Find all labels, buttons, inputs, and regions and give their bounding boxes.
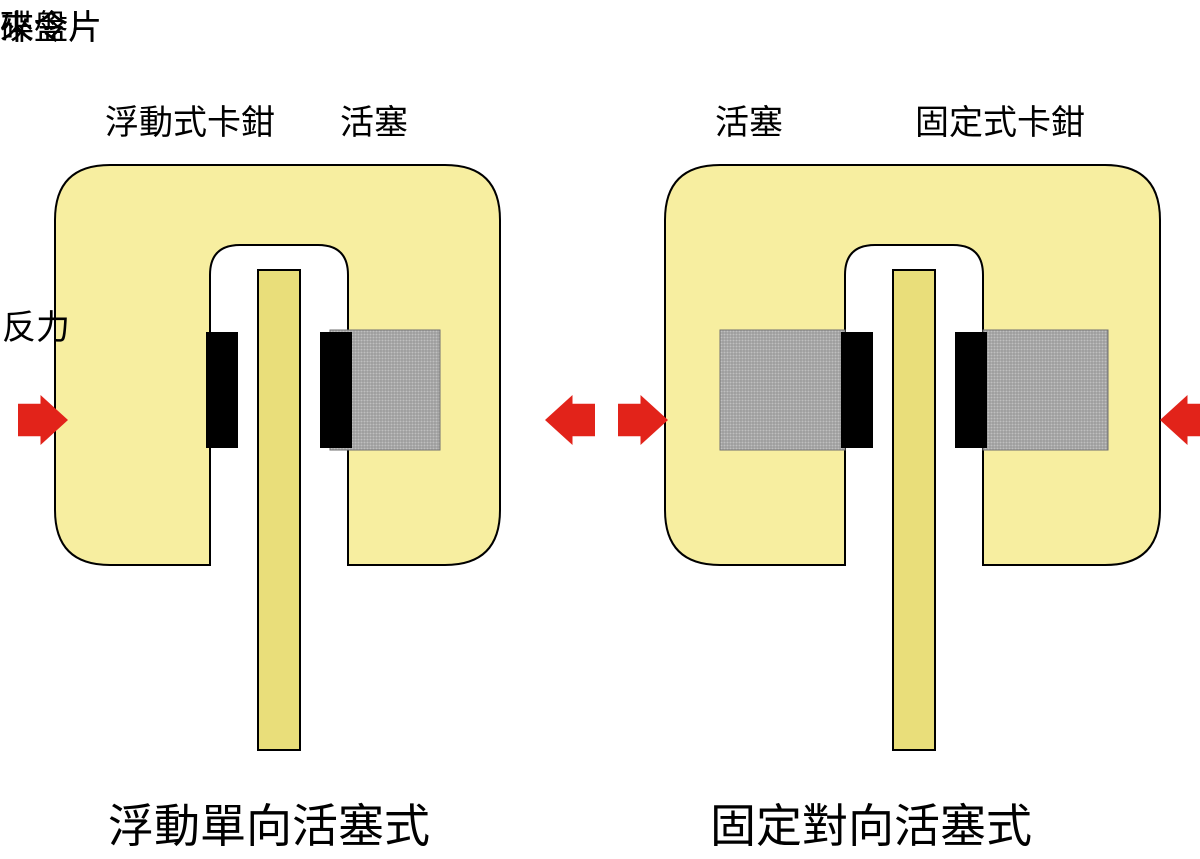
right-top-left-label: 活塞 xyxy=(715,95,783,144)
brake-pad xyxy=(206,332,238,448)
right-top-right-label: 固定式卡鉗 xyxy=(915,95,1085,144)
force-arrow-icon xyxy=(1160,395,1200,445)
brake-disc xyxy=(258,270,300,750)
brake-disc xyxy=(893,270,935,750)
force-arrow-icon xyxy=(545,395,595,445)
brake-caliper-comparison-diagram: 浮動式卡鉗 活塞 反力 來令片 碟盤 浮動單向活塞式 活塞 固定式卡鉗 來令片 … xyxy=(0,0,1200,859)
piston xyxy=(983,330,1108,450)
left-side-label: 反力 xyxy=(2,300,70,349)
piston xyxy=(720,330,845,450)
brake-pad xyxy=(320,332,352,448)
right-bottom-right-label: 碟盤 xyxy=(0,0,68,49)
brake-pad xyxy=(841,332,873,448)
right-title: 固定對向活塞式 xyxy=(710,790,1032,856)
force-arrow-icon xyxy=(618,395,668,445)
left-top-left-label: 浮動式卡鉗 xyxy=(105,95,275,144)
brake-pad xyxy=(955,332,987,448)
left-top-right-label: 活塞 xyxy=(340,95,408,144)
left-title: 浮動單向活塞式 xyxy=(108,790,430,856)
